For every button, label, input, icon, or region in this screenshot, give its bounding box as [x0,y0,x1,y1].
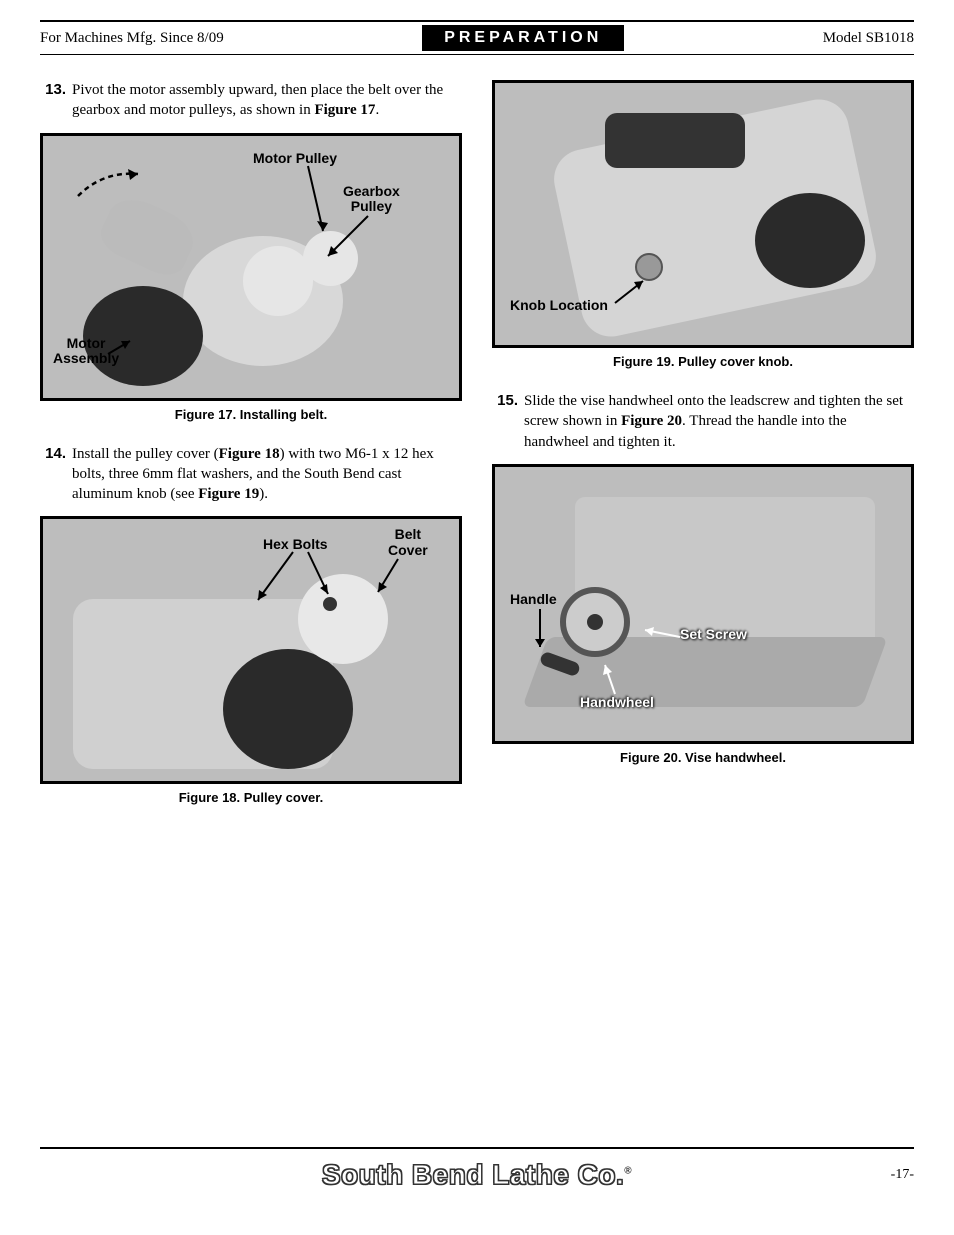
label-knob-location: Knob Location [510,298,608,313]
figure-ref: Figure 19 [198,486,259,502]
arrow-icon [323,216,373,266]
step-text-part: Pivot the motor assembly upward, then pl… [72,82,443,118]
figure-18: Hex Bolts BeltCover [40,516,462,784]
step-number: 15. [492,391,524,452]
figure-ref: Figure 18 [219,446,280,462]
arrow-icon [530,609,550,654]
figure-19: Knob Location [492,80,914,348]
footer-brand-text: South Bend Lathe Co. [322,1159,624,1190]
figure-ref: Figure 17 [314,102,375,118]
figure-19-caption: Figure 19. Pulley cover knob. [492,354,914,369]
left-column: 13. Pivot the motor assembly upward, the… [40,80,462,827]
figure-17: Motor Pulley GearboxPulley MotorAssembly [40,133,462,401]
arrow-icon [600,662,620,697]
arrow-icon [288,166,328,236]
figure-20: Handle Set Screw Handwheel [492,464,914,744]
label-set-screw: Set Screw [680,627,747,642]
motion-arrow-icon [73,166,153,206]
arrow-icon [615,278,650,308]
arrow-icon [108,336,138,361]
footer-brand: South Bend Lathe Co.® [322,1159,632,1191]
step-text-part: ). [259,486,268,502]
figure-17-caption: Figure 17. Installing belt. [40,407,462,422]
header-left-text: For Machines Mfg. Since 8/09 [40,30,224,47]
header-section-title: PREPARATION [422,25,624,51]
content-columns: 13. Pivot the motor assembly upward, the… [40,80,914,827]
page-footer: South Bend Lathe Co.® -17- [40,1147,914,1191]
registered-icon: ® [624,1166,632,1177]
figure-ref: Figure 20 [621,413,682,429]
arrow-icon [253,552,303,607]
page-header: For Machines Mfg. Since 8/09 PREPARATION… [40,20,914,55]
right-column: Knob Location Figure 19. Pulley cover kn… [492,80,914,827]
label-text: GearboxPulley [343,183,400,214]
label-handwheel: Handwheel [580,695,654,710]
label-text: BeltCover [388,526,428,557]
step-number: 14. [40,444,72,505]
label-hex-bolts: Hex Bolts [263,537,328,552]
step-text: Install the pulley cover (Figure 18) wit… [72,444,462,505]
label-motor-pulley: Motor Pulley [253,151,337,166]
step-number: 13. [40,80,72,121]
figure-18-caption: Figure 18. Pulley cover. [40,790,462,805]
arrow-icon [303,552,338,600]
step-text-part: Install the pulley cover ( [72,446,219,462]
arrow-icon [640,627,685,652]
step-text: Slide the vise handwheel onto the leadsc… [524,391,914,452]
arrow-icon [373,559,403,599]
step-14: 14. Install the pulley cover (Figure 18)… [40,444,462,505]
header-model: Model SB1018 [823,30,914,47]
figure-20-caption: Figure 20. Vise handwheel. [492,750,914,765]
label-belt-cover: BeltCover [388,527,428,558]
step-13: 13. Pivot the motor assembly upward, the… [40,80,462,121]
label-gearbox-pulley: GearboxPulley [343,184,400,215]
step-text: Pivot the motor assembly upward, then pl… [72,80,462,121]
step-15: 15. Slide the vise handwheel onto the le… [492,391,914,452]
label-handle: Handle [510,592,557,607]
step-text-part: . [375,102,379,118]
page-number: -17- [891,1167,914,1183]
